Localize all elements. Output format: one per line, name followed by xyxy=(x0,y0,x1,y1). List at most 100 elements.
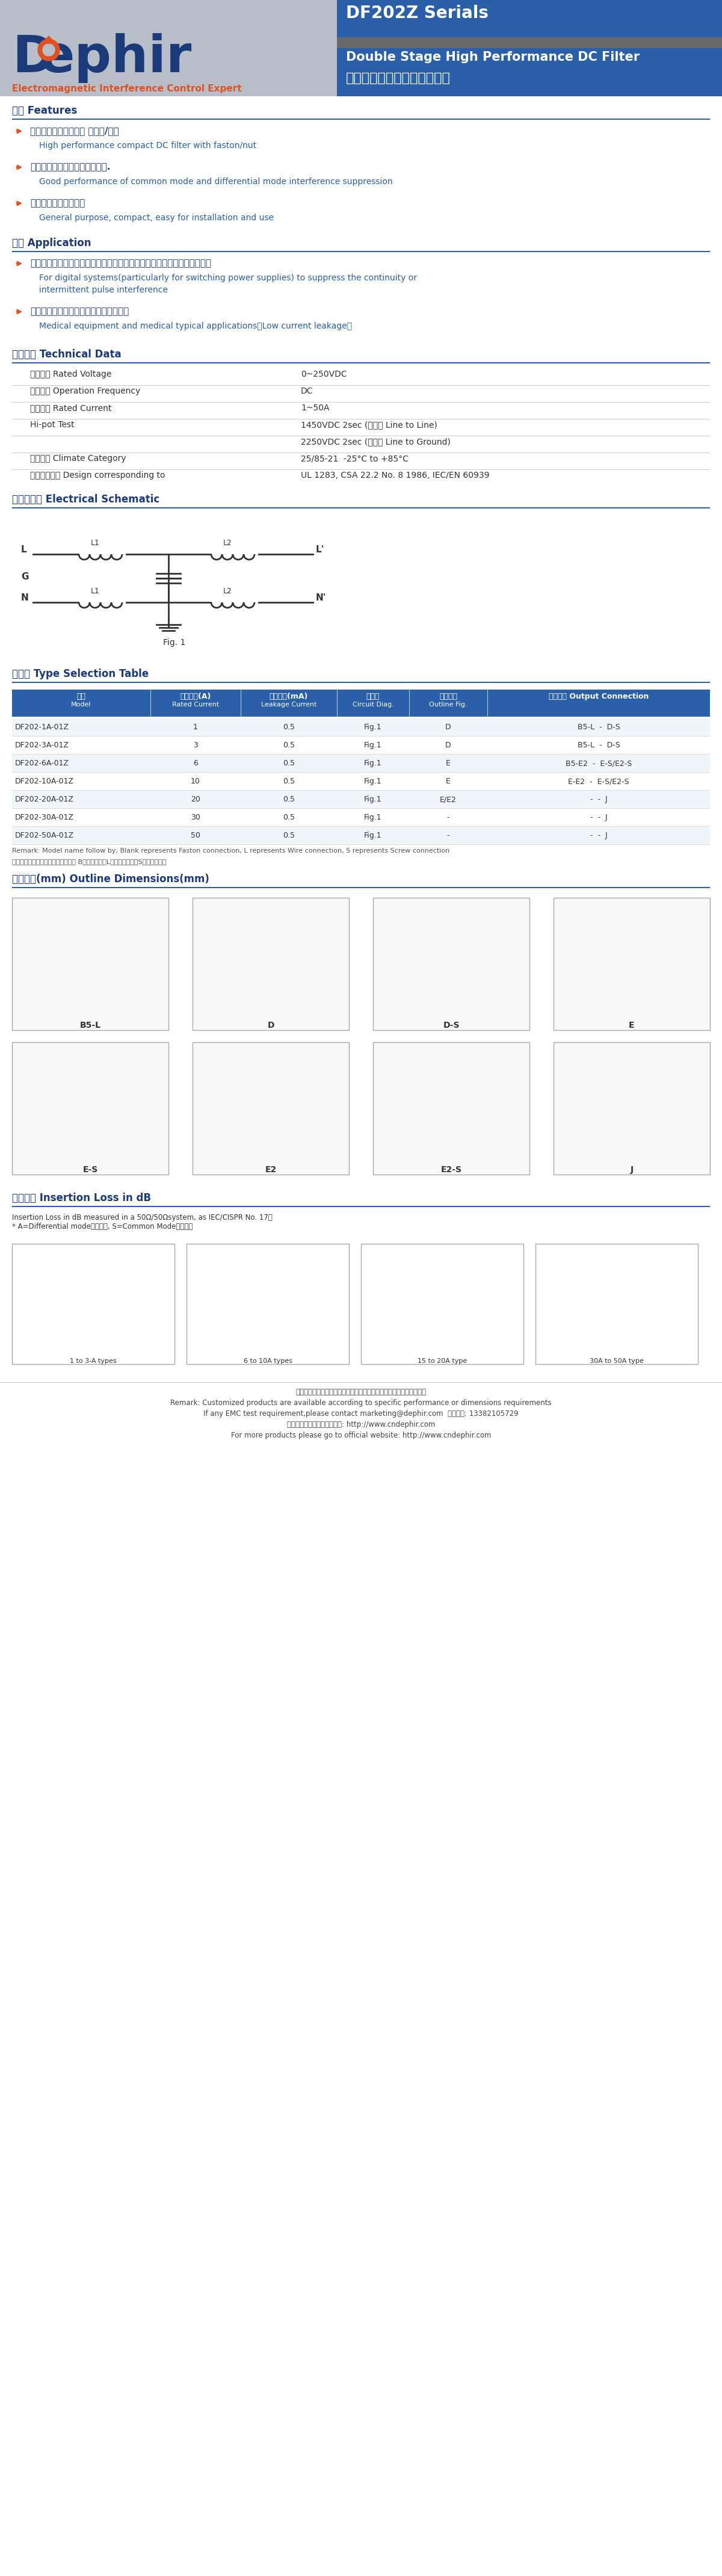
Text: 应用 Application: 应用 Application xyxy=(12,237,91,247)
Bar xyxy=(193,1043,349,1175)
Text: Fig.1: Fig.1 xyxy=(364,814,382,822)
Text: High performance compact DC filter with faston/nut: High performance compact DC filter with … xyxy=(39,142,256,149)
Bar xyxy=(0,0,337,95)
Text: Double Stage High Performance DC Filter: Double Stage High Performance DC Filter xyxy=(346,52,640,64)
Text: 1450VDC 2sec (线对线 Line to Line): 1450VDC 2sec (线对线 Line to Line) xyxy=(301,420,438,430)
Text: 通用、小巧、方便安装: 通用、小巧、方便安装 xyxy=(30,198,85,209)
Text: -: - xyxy=(447,832,450,840)
Text: Rated Current: Rated Current xyxy=(172,701,219,708)
Text: E: E xyxy=(446,778,451,786)
Text: E2-S: E2-S xyxy=(440,1164,462,1175)
Text: General purpose, compact, easy for installation and use: General purpose, compact, easy for insta… xyxy=(39,214,274,222)
Text: Fig.1: Fig.1 xyxy=(364,778,382,786)
Text: Fig.1: Fig.1 xyxy=(364,742,382,750)
Text: 工作频率 Operation Frequency: 工作频率 Operation Frequency xyxy=(30,386,140,394)
Text: L': L' xyxy=(316,546,324,554)
Text: 良好的共模和差模干扰抑制特性.: 良好的共模和差模干扰抑制特性. xyxy=(30,162,110,173)
Text: -  -  J: - - J xyxy=(590,796,607,804)
Text: 0.5: 0.5 xyxy=(283,814,295,822)
Text: E-S: E-S xyxy=(82,1164,98,1175)
Text: E/E2: E/E2 xyxy=(440,796,456,804)
Text: J: J xyxy=(630,1164,633,1175)
Text: DF202-30A-01Z: DF202-30A-01Z xyxy=(15,814,74,822)
Text: 1 to 3-A types: 1 to 3-A types xyxy=(70,1358,117,1365)
Text: Fig.1: Fig.1 xyxy=(364,796,382,804)
Text: Model: Model xyxy=(71,701,91,708)
Text: 用于大多数数字设备（尤其是开关电源）可用来抑制连续或间歇性脉冲干扰: 用于大多数数字设备（尤其是开关电源）可用来抑制连续或间歇性脉冲干扰 xyxy=(30,258,212,268)
Text: -: - xyxy=(447,814,450,822)
Text: DF202-1A-01Z: DF202-1A-01Z xyxy=(15,724,69,732)
Text: 20: 20 xyxy=(191,796,200,804)
Text: N: N xyxy=(21,592,29,603)
Text: Fig.1: Fig.1 xyxy=(364,760,382,768)
Text: 电路图: 电路图 xyxy=(366,693,380,701)
Text: B5-L  -  D-S: B5-L - D-S xyxy=(578,724,620,732)
Text: 15 to 20A type: 15 to 20A type xyxy=(417,1358,467,1365)
Text: 0.5: 0.5 xyxy=(283,832,295,840)
Bar xyxy=(373,1043,529,1175)
Text: D: D xyxy=(267,1020,274,1030)
Bar xyxy=(12,791,710,809)
Text: 25/85-21  -25°C to +85°C: 25/85-21 -25°C to +85°C xyxy=(301,453,409,464)
Text: 额定电流(A): 额定电流(A) xyxy=(180,693,211,701)
Bar xyxy=(12,1244,175,1365)
Text: Leakage Current: Leakage Current xyxy=(261,701,316,708)
Bar xyxy=(554,899,710,1030)
Bar xyxy=(12,690,710,716)
Bar xyxy=(337,36,722,49)
Bar xyxy=(337,0,722,95)
Text: 电路原理图 Electrical Schematic: 电路原理图 Electrical Schematic xyxy=(12,495,160,505)
Text: 0.5: 0.5 xyxy=(283,778,295,786)
Text: L2: L2 xyxy=(223,538,232,546)
Text: For digital systems(particularly for switching power supplies) to suppress the c: For digital systems(particularly for swi… xyxy=(39,273,417,283)
Text: Fig. 1: Fig. 1 xyxy=(163,639,186,647)
Text: -  -  J: - - J xyxy=(590,814,607,822)
Text: L2: L2 xyxy=(223,587,232,595)
Bar xyxy=(186,1244,349,1365)
Text: 0.5: 0.5 xyxy=(283,796,295,804)
Text: DF202-3A-01Z: DF202-3A-01Z xyxy=(15,742,69,750)
Text: 额定电流 Rated Current: 额定电流 Rated Current xyxy=(30,404,111,412)
Bar xyxy=(193,899,349,1030)
Text: Remark: Customized products are available according to specific performance or d: Remark: Customized products are availabl… xyxy=(170,1399,552,1406)
Bar xyxy=(12,755,710,773)
Text: 更多产品请登录公司官方网站: http://www.cndephir.com: 更多产品请登录公司官方网站: http://www.cndephir.com xyxy=(287,1422,435,1430)
Bar xyxy=(361,1244,523,1365)
Text: Remark: Model name follow by; Blank represents Faston connection, L represents W: Remark: Model name follow by; Blank repr… xyxy=(12,848,450,853)
Circle shape xyxy=(43,44,55,57)
Bar xyxy=(536,1244,698,1365)
Text: 插入损耗 Insertion Loss in dB: 插入损耗 Insertion Loss in dB xyxy=(12,1193,151,1203)
Text: Fig.1: Fig.1 xyxy=(364,724,382,732)
Bar xyxy=(554,1043,710,1175)
Text: 标准型号外形尺寸按图表，型号后缀 B表示嵌入式，L表示导线接式，S表示螺丝接口: 标准型号外形尺寸按图表，型号后缀 B表示嵌入式，L表示导线接式，S表示螺丝接口 xyxy=(12,858,166,866)
Text: D: D xyxy=(445,724,451,732)
Text: Hi-pot Test: Hi-pot Test xyxy=(30,420,74,430)
Text: 医疗设备及医疗特别应用（低泄漏电流）: 医疗设备及医疗特别应用（低泄漏电流） xyxy=(30,307,129,317)
Text: E: E xyxy=(629,1020,635,1030)
Text: 30A to 50A type: 30A to 50A type xyxy=(590,1358,644,1365)
Text: Outline Fig.: Outline Fig. xyxy=(429,701,467,708)
Bar xyxy=(12,899,168,1030)
Text: B5-L  -  D-S: B5-L - D-S xyxy=(578,742,620,750)
Circle shape xyxy=(38,39,59,62)
Text: If any EMC test requirement,please contact marketing@dephir.com  联系电话: 133821057: If any EMC test requirement,please conta… xyxy=(204,1409,518,1417)
Text: D: D xyxy=(12,33,55,82)
Text: 6: 6 xyxy=(193,760,198,768)
Text: 2250VDC 2sec (线对地 Line to Ground): 2250VDC 2sec (线对地 Line to Ground) xyxy=(301,438,451,446)
Text: Good performance of common mode and differential mode interference suppression: Good performance of common mode and diff… xyxy=(39,178,393,185)
Bar xyxy=(12,773,710,791)
Text: 双级高性能型直流电源滤波器: 双级高性能型直流电源滤波器 xyxy=(346,72,451,85)
Text: UL 1283, CSA 22.2 No. 8 1986, IEC/EN 60939: UL 1283, CSA 22.2 No. 8 1986, IEC/EN 609… xyxy=(301,471,490,479)
Text: N': N' xyxy=(316,592,326,603)
Bar xyxy=(12,1043,168,1175)
Bar xyxy=(12,827,710,845)
Text: 输出接口 Output Connection: 输出接口 Output Connection xyxy=(549,693,648,701)
Text: 0~250VDC: 0~250VDC xyxy=(301,371,347,379)
Text: 型号: 型号 xyxy=(77,693,86,701)
Text: E2: E2 xyxy=(265,1164,277,1175)
Text: L1: L1 xyxy=(90,538,100,546)
Text: 0.5: 0.5 xyxy=(283,760,295,768)
Text: B5-L: B5-L xyxy=(79,1020,101,1030)
Text: L: L xyxy=(21,546,27,554)
Polygon shape xyxy=(42,36,56,44)
